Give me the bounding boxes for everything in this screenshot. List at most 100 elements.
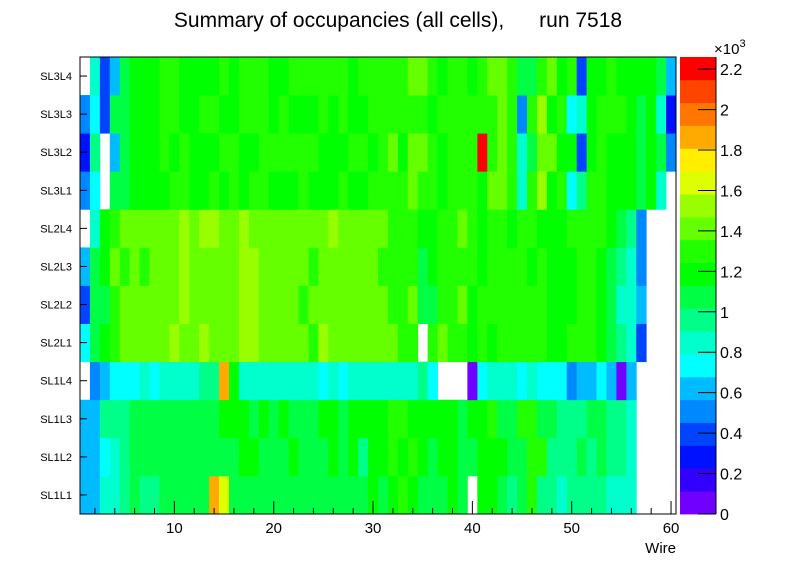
heatmap-cell [169, 437, 180, 477]
heatmap-cell [179, 285, 190, 324]
heatmap-cell [268, 95, 280, 134]
heatmap-cell [358, 247, 369, 286]
heatmap-cell [387, 475, 399, 515]
heatmap-cell [576, 133, 587, 172]
heatmap-cell [407, 437, 419, 477]
heatmap-cell [457, 323, 468, 363]
heatmap-cell [397, 323, 409, 363]
heatmap-cell [378, 323, 389, 363]
heatmap-cell [248, 57, 260, 96]
heatmap-cell [536, 323, 548, 363]
heatmap-cell [159, 171, 170, 210]
heatmap-cell [348, 323, 359, 363]
heatmap-cell [477, 133, 488, 172]
heatmap-cell [546, 285, 558, 324]
heatmap-cell [328, 285, 339, 324]
heatmap-cell [169, 247, 180, 286]
heatmap-cell [278, 247, 289, 286]
heatmap-cell [159, 323, 170, 363]
heatmap-cell [338, 323, 349, 363]
heatmap-cell [507, 247, 518, 286]
heatmap-cell [109, 171, 121, 210]
heatmap-cell [268, 209, 280, 248]
heatmap-cell [169, 171, 180, 210]
heatmap-cell [517, 399, 528, 439]
heatmap-cell [467, 247, 478, 286]
heatmap-cell [229, 95, 240, 134]
heatmap-cell [159, 133, 170, 172]
heatmap-cell [646, 95, 657, 134]
heatmap-cell [328, 133, 339, 172]
heatmap-cell [586, 361, 597, 401]
heatmap-cell [169, 133, 180, 172]
heatmap-cell [566, 399, 578, 439]
heatmap-cell [119, 475, 131, 515]
heatmap-cell [477, 399, 488, 439]
heatmap-cell [89, 437, 101, 477]
heatmap-cell [238, 247, 250, 286]
heatmap-cell [397, 209, 409, 248]
heatmap-cell [457, 57, 468, 96]
heatmap-cell [169, 323, 180, 363]
heatmap-cell [596, 399, 607, 439]
heatmap-cell [626, 171, 637, 210]
heatmap-cell [258, 247, 270, 286]
heatmap-cell [507, 475, 518, 515]
heatmap-cell [338, 475, 349, 515]
heatmap-cell [109, 133, 121, 172]
heatmap-cell [338, 361, 349, 401]
heatmap-cell [129, 475, 140, 515]
heatmap-cell [477, 209, 488, 248]
heatmap-cell [387, 95, 399, 134]
color-scale-exponent: ×103 [714, 38, 746, 58]
heatmap-cell [417, 285, 429, 324]
heatmap-cell [268, 285, 280, 324]
heatmap-cell [487, 361, 498, 401]
heatmap-cell [159, 209, 170, 248]
heatmap-cell [169, 399, 180, 439]
color-scale-tick-label: 0.8 [720, 345, 742, 362]
heatmap-cell [487, 475, 498, 515]
heatmap-cell [546, 171, 558, 210]
heatmap-cell [457, 133, 468, 172]
heatmap-cell [407, 171, 419, 210]
heatmap-cell [556, 209, 568, 248]
heatmap-cell [626, 247, 637, 286]
heatmap-cell [129, 399, 140, 439]
heatmap-cell [169, 475, 180, 515]
heatmap-cell [288, 57, 299, 96]
heatmap-cell [129, 285, 140, 324]
chart-title: Summary of occupancies (all cells), run … [174, 9, 622, 32]
heatmap-cell [288, 437, 299, 477]
heatmap-cell [497, 361, 508, 401]
heatmap-cell [318, 57, 329, 96]
heatmap-cell [209, 399, 220, 439]
heatmap-cell [457, 209, 468, 248]
heatmap-cell [129, 57, 140, 96]
heatmap-cell [358, 133, 369, 172]
heatmap-cell [427, 285, 438, 324]
heatmap-cell [417, 209, 429, 248]
heatmap-cell [109, 247, 121, 286]
heatmap-cell [616, 247, 627, 286]
heatmap-cell [308, 475, 319, 515]
heatmap-cell [298, 323, 309, 363]
x-axis-label: Wire [645, 540, 676, 557]
heatmap-cell [497, 57, 508, 96]
heatmap-cell [139, 209, 150, 248]
heatmap-cell [119, 133, 131, 172]
heatmap-cell [626, 437, 637, 477]
heatmap-cell [556, 399, 568, 439]
heatmap-cell [616, 57, 627, 96]
color-scale-band [680, 422, 716, 446]
heatmap-cell [189, 285, 200, 324]
heatmap-cell [477, 171, 488, 210]
heatmap-cell [447, 171, 458, 210]
heatmap-cell [179, 209, 190, 248]
heatmap-cell [298, 285, 309, 324]
heatmap-cell [666, 95, 677, 134]
heatmap-cell [219, 133, 230, 172]
heatmap-cell [546, 475, 558, 515]
heatmap-cell [527, 437, 538, 477]
color-scale-tick-label: 2 [720, 103, 729, 120]
